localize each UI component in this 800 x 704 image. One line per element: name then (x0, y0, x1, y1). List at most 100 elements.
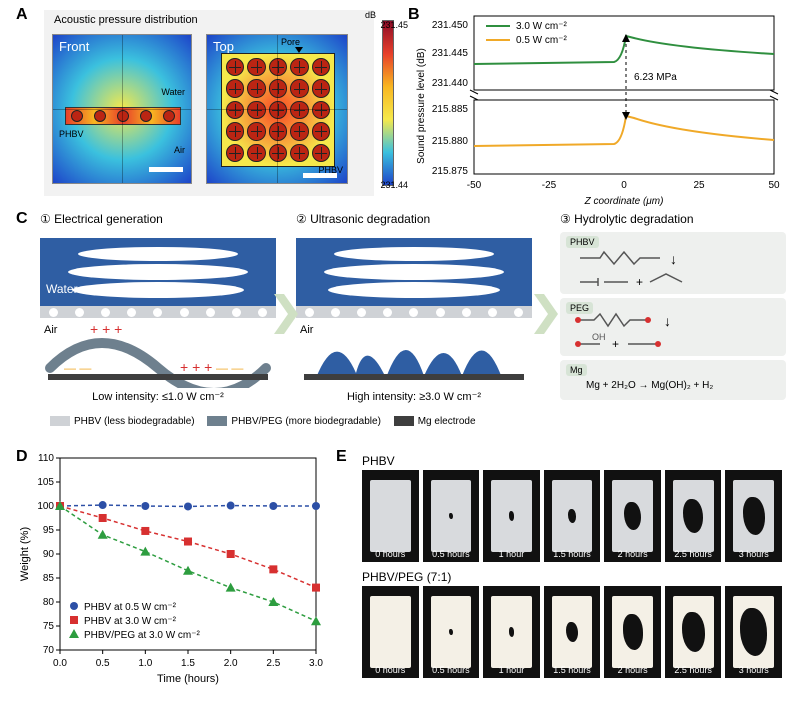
svg-text:↓: ↓ (670, 251, 677, 267)
c2-membrane (296, 306, 532, 318)
svg-text:215.885: 215.885 (432, 104, 469, 115)
svg-text:Sound pressure level (dB): Sound pressure level (dB) (416, 48, 427, 164)
svg-text:— —: — — (216, 361, 243, 375)
svg-text:+: + (636, 275, 643, 289)
sample: 3 hours (725, 586, 782, 678)
svg-text:75: 75 (43, 621, 55, 632)
c-legend: PHBV (less biodegradable) PHBV/PEG (more… (40, 416, 476, 427)
arrow-c12 (274, 294, 298, 334)
c2-water (296, 238, 532, 308)
cbar-max: 231.45 (380, 20, 408, 30)
c2-title: ② Ultrasonic degradation (296, 212, 430, 226)
gap-label: 6.23 MPa (634, 72, 677, 83)
svg-text:215.875: 215.875 (432, 166, 469, 177)
c3-title: ③ Hydrolytic degradation (560, 212, 694, 226)
panel-d: 7075808590951001051100.00.51.01.52.02.53… (14, 450, 324, 686)
sample: 2.5 hours (665, 470, 722, 562)
svg-text:80: 80 (43, 597, 55, 608)
front-label: Front (59, 39, 89, 54)
sample: 1.5 hours (544, 470, 601, 562)
sub-c1: ① Electrical generation Water + + + + + … (40, 218, 276, 404)
panel-e: PHBV 0 hours0.5 hours1 hour1.5 hours2 ho… (336, 450, 790, 686)
svg-text:85: 85 (43, 573, 55, 584)
svg-text:0.0: 0.0 (53, 658, 67, 669)
c1-membrane (40, 306, 276, 318)
sample: 0 hours (362, 470, 419, 562)
cbar-unit: dB (365, 10, 376, 20)
svg-text:0.5: 0.5 (96, 658, 110, 669)
svg-text:OH: OH (592, 332, 606, 342)
chart-b: 6.23 MPa 3.0 W cm⁻² 0.5 W cm⁻² 231.440 2… (410, 6, 790, 206)
phbv-front: PHBV (59, 129, 84, 139)
svg-text:2.0: 2.0 (224, 658, 238, 669)
cbar-min: 231.44 (380, 180, 408, 190)
c3-phbv: PHBV ↓ + (560, 232, 786, 294)
svg-text:Z coordinate (μm): Z coordinate (μm) (584, 196, 664, 206)
svg-text:105: 105 (37, 477, 54, 488)
chart-d: 7075808590951001051100.00.51.01.52.02.53… (14, 450, 324, 686)
e-row2-label: PHBV/PEG (7:1) (362, 570, 451, 584)
svg-text:231.440: 231.440 (432, 78, 469, 89)
e-row1: 0 hours0.5 hours1 hour1.5 hours2 hours2.… (362, 470, 782, 562)
svg-text:Time (hours): Time (hours) (157, 673, 219, 685)
c1-water: Water (40, 238, 276, 308)
panel-c: ① Electrical generation Water + + + + + … (14, 210, 786, 440)
air-front: Air (174, 145, 185, 155)
svg-text:231.445: 231.445 (432, 48, 469, 59)
svg-text:+ + +: + + + (180, 359, 212, 375)
svg-text:-50: -50 (467, 180, 482, 191)
c3-peg: PEG ↓ OH + (560, 298, 786, 356)
svg-text:— —: — — (64, 361, 91, 375)
svg-text:Weight (%): Weight (%) (19, 527, 31, 581)
pore-label: Pore (281, 37, 300, 47)
sub-c3: ③ Hydrolytic degradation PHBV ↓ + PEG ↓ … (560, 218, 786, 404)
svg-text:PHBV/PEG at 3.0 W cm⁻²: PHBV/PEG at 3.0 W cm⁻² (84, 630, 201, 641)
panel-a: Acoustic pressure distribution Front PHB… (14, 6, 394, 196)
c1-wave: + + + + + + — — — — (40, 318, 276, 388)
svg-text:-25: -25 (542, 180, 557, 191)
svg-text:PHBV at 0.5 W cm⁻²: PHBV at 0.5 W cm⁻² (84, 602, 177, 613)
sample: 0.5 hours (423, 586, 480, 678)
svg-text:3.0: 3.0 (309, 658, 323, 669)
scalebar-front (149, 167, 183, 172)
sub-c2: ② Ultrasonic degradation Air High intens… (296, 218, 532, 404)
sample: 2 hours (604, 586, 661, 678)
svg-text:25: 25 (693, 180, 705, 191)
svg-text:3.0 W cm⁻²: 3.0 W cm⁻² (516, 21, 568, 32)
sample: 2.5 hours (665, 586, 722, 678)
svg-text:231.450: 231.450 (432, 20, 469, 31)
sample: 0.5 hours (423, 470, 480, 562)
e-row2: 0 hours0.5 hours1 hour1.5 hours2 hours2.… (362, 586, 782, 678)
heatmap-front: Front PHBV Water Air (52, 34, 192, 184)
sample: 1 hour (483, 470, 540, 562)
svg-text:215.880: 215.880 (432, 136, 469, 147)
c2-splash (296, 318, 532, 388)
colorbar (382, 20, 394, 186)
pore-grid (221, 53, 335, 167)
svg-text:1.5: 1.5 (181, 658, 195, 669)
svg-text:PHBV at 3.0 W cm⁻²: PHBV at 3.0 W cm⁻² (84, 616, 177, 627)
c2-caption: High intensity: ≥3.0 W cm⁻² (296, 390, 532, 403)
scalebar-top (303, 173, 337, 178)
svg-text:2.5: 2.5 (266, 658, 280, 669)
svg-text:0.5 W cm⁻²: 0.5 W cm⁻² (516, 35, 568, 46)
svg-text:110: 110 (38, 453, 54, 464)
sample: 1.5 hours (544, 586, 601, 678)
sample: 0 hours (362, 586, 419, 678)
svg-text:90: 90 (43, 549, 55, 560)
svg-text:100: 100 (37, 501, 54, 512)
water-front: Water (161, 87, 185, 97)
e-row1-label: PHBV (362, 454, 395, 468)
heatmap-top: Top Pore PHBV (206, 34, 348, 184)
panel-a-title: Acoustic pressure distribution (54, 14, 198, 26)
panel-b: 6.23 MPa 3.0 W cm⁻² 0.5 W cm⁻² 231.440 2… (410, 6, 790, 202)
svg-text:50: 50 (768, 180, 780, 191)
svg-text:↓: ↓ (664, 313, 671, 329)
svg-text:0: 0 (621, 180, 627, 191)
c1-title: ① Electrical generation (40, 212, 163, 226)
c3-mg: Mg Mg + 2H₂O → Mg(OH)₂ + H₂ (560, 360, 786, 400)
svg-text:+: + (612, 337, 619, 351)
arrow-c23 (534, 294, 558, 334)
c1-caption: Low intensity: ≤1.0 W cm⁻² (40, 390, 276, 403)
top-label: Top (213, 39, 234, 54)
